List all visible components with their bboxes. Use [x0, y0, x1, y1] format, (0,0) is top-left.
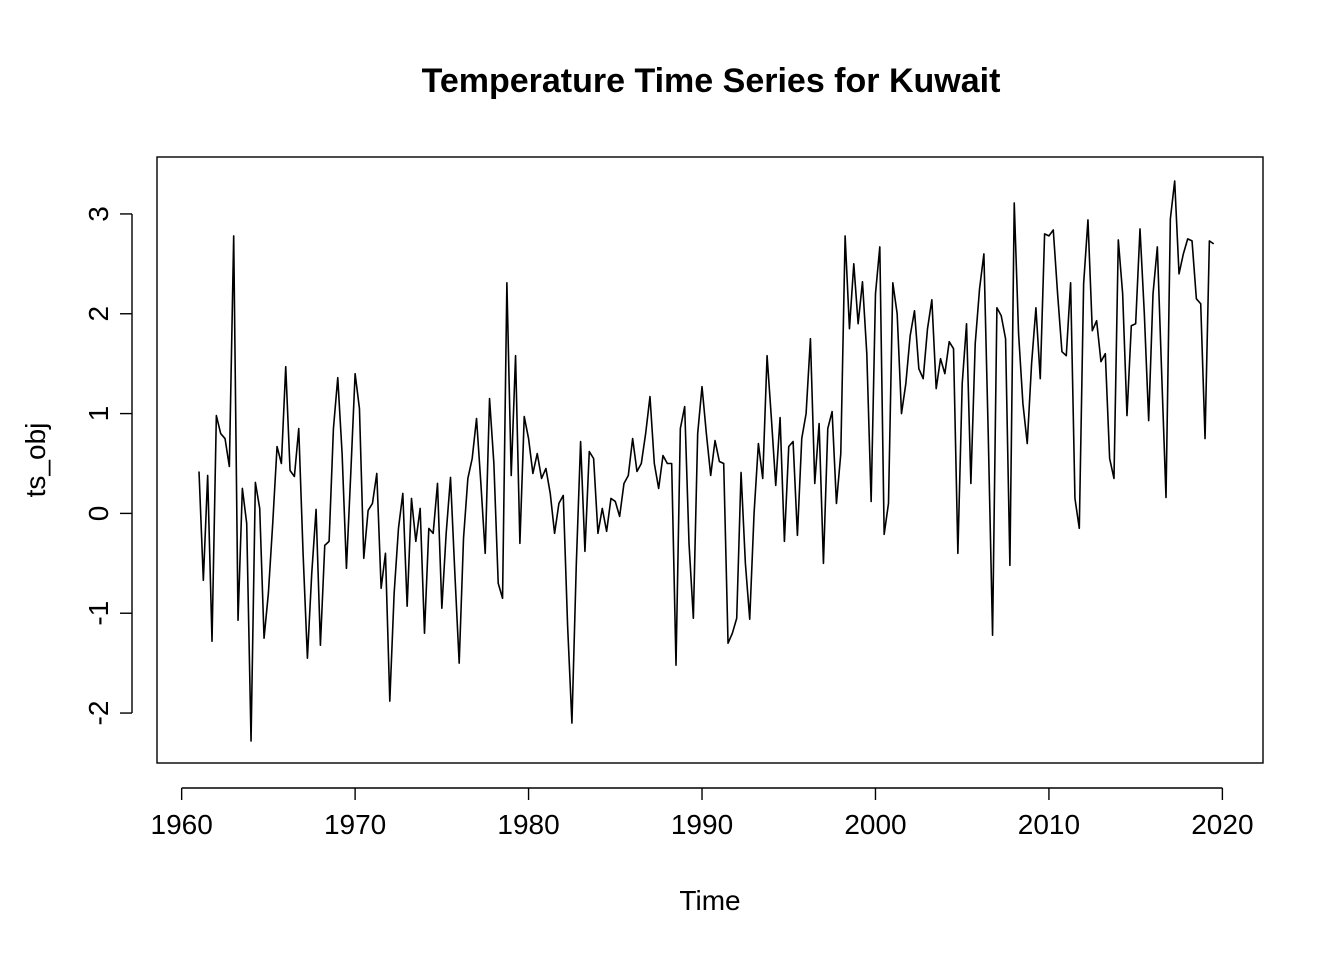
x-tick-label: 1980 — [497, 809, 559, 840]
y-tick-label: -2 — [83, 701, 114, 726]
y-tick-label: 1 — [83, 406, 114, 422]
x-axis-label: Time — [679, 885, 740, 916]
chart-title: Temperature Time Series for Kuwait — [422, 62, 1001, 100]
series-line-temperature — [198, 180, 1215, 742]
y-tick-label: 0 — [83, 506, 114, 522]
x-tick-label: 1960 — [151, 809, 213, 840]
x-tick-label: 2010 — [1018, 809, 1080, 840]
x-tick-label: 2020 — [1191, 809, 1253, 840]
x-tick-label: 1970 — [324, 809, 386, 840]
x-tick-label: 1990 — [671, 809, 733, 840]
x-axis: 1960 1970 1980 1990 2000 2010 2020 — [151, 787, 1254, 840]
y-tick-label: -1 — [83, 601, 114, 626]
x-tick-label: 2000 — [844, 809, 906, 840]
y-axis-label: ts_obj — [20, 423, 51, 498]
plot-frame — [156, 156, 1264, 764]
y-tick-label: 2 — [83, 306, 114, 322]
y-axis: -2 -1 0 1 2 3 — [83, 206, 133, 726]
y-tick-label: 3 — [83, 206, 114, 222]
